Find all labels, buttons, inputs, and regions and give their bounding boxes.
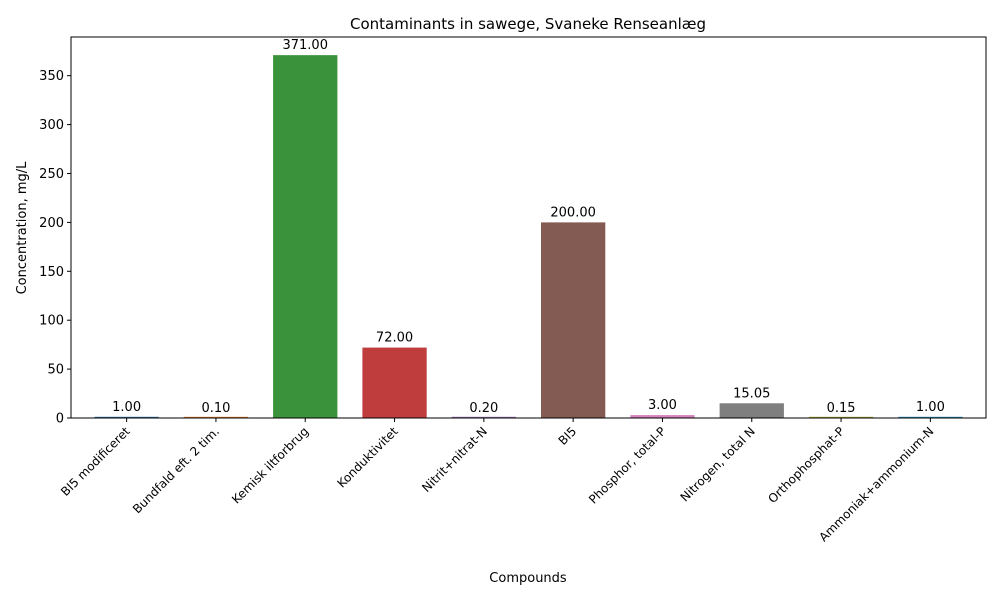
bar-7	[719, 403, 784, 418]
x-tick-label-7: Nitrogen, total N	[678, 424, 758, 504]
y-tick-label-2: 100	[39, 314, 64, 329]
x-axis-title: Compounds	[489, 571, 567, 586]
y-tick-label-3: 150	[39, 265, 64, 280]
bar-6	[630, 415, 695, 418]
bar-8	[808, 416, 874, 418]
value-label-1: 0.10	[201, 401, 230, 416]
y-tick-label-0: 0	[56, 412, 64, 427]
y-tick-label-5: 250	[39, 167, 64, 182]
y-tick-label-4: 200	[39, 216, 64, 231]
x-tick-label-8: Orthophosphat-P	[765, 424, 847, 506]
value-label-3: 72.00	[376, 331, 413, 346]
bar-2	[273, 55, 338, 419]
x-tick-label-1: Bundfald eft. 2 tim.	[130, 424, 222, 516]
y-axis-title: Concentration, mg/L	[15, 161, 30, 295]
y-tick-label-7: 350	[39, 69, 64, 84]
bar-4	[451, 416, 516, 418]
bars-group	[94, 55, 963, 419]
bar-3	[362, 347, 427, 418]
value-label-7: 15.05	[733, 386, 770, 401]
bar-0	[94, 416, 159, 418]
value-label-4: 0.20	[469, 401, 498, 416]
bar-9	[898, 416, 963, 418]
x-tick-label-2: Kemisk iltforbrug	[229, 424, 311, 506]
x-tick-label-3: Konduktivitet	[334, 424, 400, 490]
x-tick-label-4: Nitrit+nitrat-N	[419, 424, 490, 495]
value-label-0: 1.00	[112, 400, 141, 415]
value-labels-group: 1.00 0.10 371.00 72.00 0.20 200.00 3.00 15.05 0.…	[112, 38, 945, 416]
value-label-9: 1.00	[916, 400, 945, 415]
value-label-5: 200.00	[550, 205, 596, 220]
value-label-8: 0.15	[827, 401, 856, 416]
plot-frame	[70, 36, 987, 419]
value-label-6: 3.00	[648, 398, 677, 413]
bar-5	[541, 222, 606, 418]
chart-title: Contaminants in sawege, Svaneke Renseanl…	[350, 15, 706, 33]
bar-1	[183, 416, 249, 418]
x-tick-label-0: BI5 modificeret	[58, 424, 133, 499]
value-label-2: 371.00	[282, 38, 328, 53]
x-tick-label-5: BI5	[556, 424, 580, 448]
y-tick-label-6: 300	[39, 118, 64, 133]
y-axis: 0 50 100 150 200 250 300 350	[39, 69, 71, 427]
y-tick-label-1: 50	[47, 363, 64, 378]
x-tick-label-6: Phosphor, total-P	[586, 424, 668, 506]
